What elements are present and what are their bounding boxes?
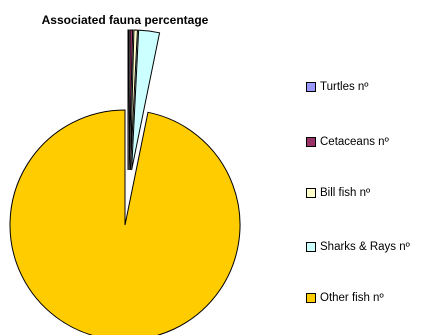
legend-item-bill-fish: Bill fish nº xyxy=(306,186,370,200)
legend-item-other-fish: Other fish nº xyxy=(306,291,384,305)
legend-swatch-other-fish xyxy=(306,293,316,303)
legend-label-bill-fish: Bill fish nº xyxy=(320,187,371,199)
pie-slice-turtles xyxy=(127,29,130,171)
legend-label-cetaceans: Cetaceans nº xyxy=(320,136,389,148)
legend-label-sharks-rays: Sharks & Rays nº xyxy=(320,241,410,253)
pie-slice-bill-fish xyxy=(129,29,138,171)
pie-slice-sharks-rays xyxy=(131,29,161,171)
legend: Turtles nº Cetaceans nº Bill fish nº Sha… xyxy=(306,80,446,310)
legend-label-other-fish: Other fish nº xyxy=(320,292,384,304)
legend-swatch-sharks-rays xyxy=(306,242,316,252)
legend-item-cetaceans: Cetaceans nº xyxy=(306,135,389,149)
legend-swatch-bill-fish xyxy=(306,188,316,198)
legend-item-sharks-rays: Sharks & Rays nº xyxy=(306,240,410,254)
pie-slice-other-fish xyxy=(9,109,241,335)
legend-item-turtles: Turtles nº xyxy=(306,80,369,94)
legend-label-turtles: Turtles nº xyxy=(320,81,369,93)
legend-swatch-cetaceans xyxy=(306,137,316,147)
pie-slice-cetaceans xyxy=(128,29,134,171)
legend-swatch-turtles xyxy=(306,82,316,92)
chart-title: Associated fauna percentage xyxy=(41,13,209,27)
